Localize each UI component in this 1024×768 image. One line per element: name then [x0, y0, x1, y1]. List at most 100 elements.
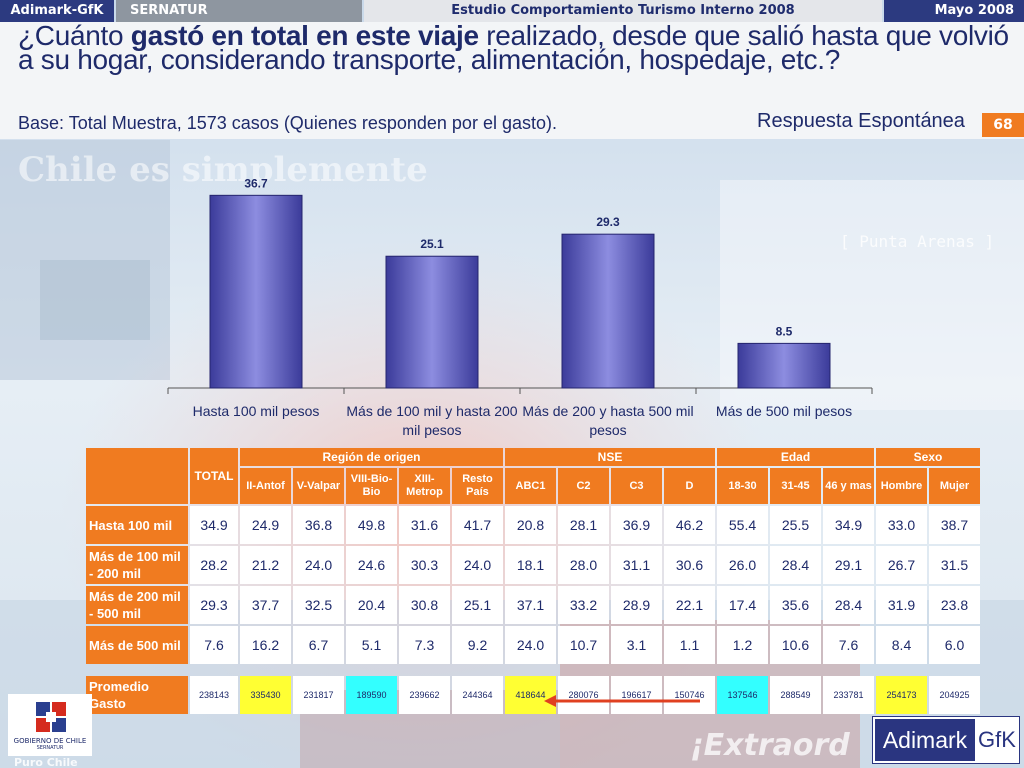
table-cell: 20.8 [505, 506, 556, 544]
gobierno-sublabel: SERNATUR [36, 745, 64, 751]
table-cell: 30.6 [664, 546, 715, 584]
sample-base: Base: Total Muestra, 1573 casos (Quienes… [18, 113, 557, 133]
table-cell: 9.2 [452, 626, 503, 664]
question-prefix: ¿Cuánto [18, 20, 131, 51]
table-cell: 6.0 [929, 626, 980, 664]
table-corner [86, 448, 188, 504]
table-cell: 29.1 [823, 546, 874, 584]
table-cell: 26.0 [717, 546, 768, 584]
table-cell: 189590 [346, 676, 397, 714]
table-cell: 24.9 [240, 506, 291, 544]
table-row-label: Promedio Gasto [86, 676, 188, 714]
table-row-promedio-gasto: Promedio Gasto 238143 335430 231817 189590 23… [86, 676, 980, 714]
table-column-header: C3 [611, 468, 662, 504]
table-row: Más de 100 mil - 200 mil 28.2 21.2 24.0 24.6… [86, 546, 980, 584]
table-cell: 28.2 [190, 546, 238, 584]
table-cell: 254173 [876, 676, 927, 714]
table-cell: 34.9 [823, 506, 874, 544]
table-cell: 46.2 [664, 506, 715, 544]
table-cell: 29.3 [190, 586, 238, 624]
table-cell: 1.1 [664, 626, 715, 664]
question-suffix: realizado, desde que salió hasta que vol… [18, 20, 1009, 75]
puro-chile-text: Puro Chile [14, 756, 78, 768]
bar-value-label: 29.3 [596, 215, 620, 229]
table-cell: 36.8 [293, 506, 344, 544]
top-bar: Adimark-GfK SERNATUR Estudio Comportamie… [0, 0, 1024, 22]
table-cell: 25.5 [770, 506, 821, 544]
table-group-header: Región de origen [240, 448, 503, 466]
table-cell: 30.3 [399, 546, 450, 584]
x-axis-category-label: Más de 500 mil pesos [715, 403, 853, 419]
gobierno-label: GOBIERNO DE CHILE [13, 737, 87, 745]
table-group-header: NSE [505, 448, 715, 466]
table-cell: 30.8 [399, 586, 450, 624]
table-cell: 204925 [929, 676, 980, 714]
table-spacer-row [86, 666, 980, 674]
highlight-arrow [544, 695, 700, 707]
table-cell: 137546 [717, 676, 768, 714]
table-cell: 33.0 [876, 506, 927, 544]
table-cell: 28.4 [823, 586, 874, 624]
table-cell: 24.0 [505, 626, 556, 664]
table-cell: 288549 [770, 676, 821, 714]
table-group-header: Edad [717, 448, 874, 466]
table-cell: 28.4 [770, 546, 821, 584]
adimark-wordmark: Adimark [875, 719, 975, 761]
gobierno-logo: GOBIERNO DE CHILE SERNATUR [8, 694, 92, 756]
x-axis-category-label: Más de 100 mil y hasta 200 mil pesos [346, 403, 518, 438]
table-column-header: 46 y mas [823, 468, 874, 504]
bar-value-label: 8.5 [776, 324, 793, 338]
header-study-title: Estudio Comportamiento Turismo Interno 2… [364, 0, 882, 22]
table-column-header: XIII-Metrop [399, 468, 450, 504]
table-cell: 244364 [452, 676, 503, 714]
table-cell: 31.5 [929, 546, 980, 584]
question-emphasis: gastó en total en este viaje [130, 20, 479, 51]
table-column-header: Hombre [876, 468, 927, 504]
table-cell: 1.2 [717, 626, 768, 664]
table-cell: 32.5 [293, 586, 344, 624]
response-type: Respuesta Espontánea [757, 110, 965, 132]
table-cell: 7.6 [823, 626, 874, 664]
table-header-total: TOTAL [190, 448, 238, 504]
table-column-header: Mujer [929, 468, 980, 504]
table-cell: 28.1 [558, 506, 609, 544]
table-cell: 37.7 [240, 586, 291, 624]
table-cell: 24.6 [346, 546, 397, 584]
table-column-header: C2 [558, 468, 609, 504]
table-row-label: Hasta 100 mil [86, 506, 188, 544]
bar-value-label: 36.7 [244, 176, 268, 190]
table-cell: 8.4 [876, 626, 927, 664]
header-company: Adimark-GfK [0, 0, 114, 22]
table-cell: 55.4 [717, 506, 768, 544]
bar-4 [737, 342, 831, 389]
table-cell: 3.1 [611, 626, 662, 664]
header-client: SERNATUR [116, 0, 362, 22]
bar-1 [209, 194, 303, 389]
table-cell: 10.7 [558, 626, 609, 664]
table-cell: 233781 [823, 676, 874, 714]
x-axis-category-label: Más de 200 y hasta 500 mil pesos [522, 403, 694, 438]
bar-chart: 36.7 25.1 29.3 8.5 [167, 176, 873, 394]
table-cell: 23.8 [929, 586, 980, 624]
table-cell: 150746 [664, 676, 715, 714]
background-place-label: [ Punta Arenas ] [840, 232, 995, 251]
table-cell: 7.6 [190, 626, 238, 664]
table-cell: 37.1 [505, 586, 556, 624]
table-cell: 21.2 [240, 546, 291, 584]
table-cell: 239662 [399, 676, 450, 714]
table-cell: 17.4 [717, 586, 768, 624]
table-row: Hasta 100 mil 34.9 24.9 36.8 49.8 31.6 41.7 20.… [86, 506, 980, 544]
table-cell: 10.6 [770, 626, 821, 664]
table-cell: 31.9 [876, 586, 927, 624]
table-cell: 25.1 [452, 586, 503, 624]
table-group-header: Sexo [876, 448, 980, 466]
table-column-header: Resto País [452, 468, 503, 504]
table-cell: 6.7 [293, 626, 344, 664]
table-cell: 36.9 [611, 506, 662, 544]
question-panel [0, 22, 1024, 139]
table-column-header: 18-30 [717, 468, 768, 504]
x-axis-category-label: Hasta 100 mil pesos [192, 403, 320, 419]
table-row-label: Más de 200 mil - 500 mil [86, 586, 188, 624]
bar-2 [385, 255, 479, 389]
table-column-header: VIII-Bio-Bio [346, 468, 397, 504]
